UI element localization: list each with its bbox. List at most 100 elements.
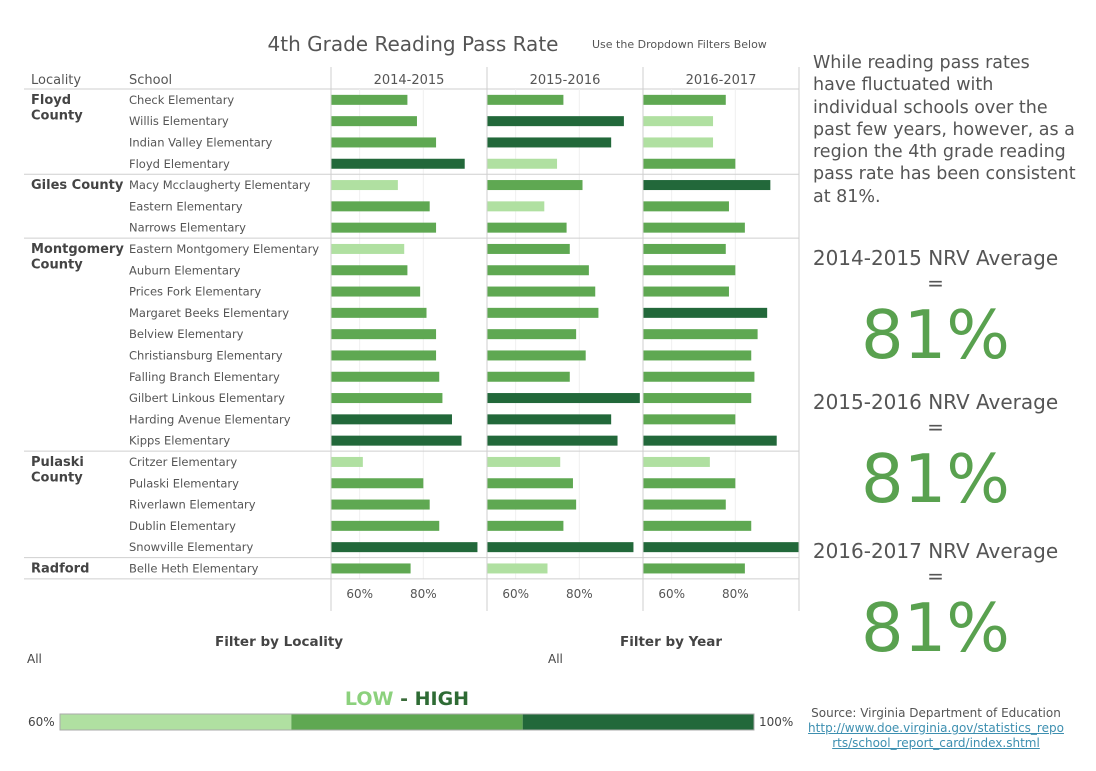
pass-rate-bar (331, 265, 408, 276)
pass-rate-bar (643, 286, 729, 297)
pass-rate-bar (487, 94, 564, 105)
column-header: 2015-2016 (530, 73, 601, 88)
pass-rate-bar (487, 542, 634, 553)
x-tick-label: 80% (410, 587, 437, 601)
pass-rate-bar (487, 201, 545, 212)
x-tick-label: 80% (722, 587, 749, 601)
school-label: Eastern Elementary (129, 199, 243, 213)
pass-rate-bar (331, 201, 430, 212)
school-label: Prices Fork Elementary (129, 285, 261, 299)
header-locality: Locality (31, 73, 81, 88)
school-label: Margaret Beeks Elementary (129, 306, 289, 320)
locality-label: Pulaski (31, 455, 84, 470)
pass-rate-bar (487, 137, 612, 148)
pass-rate-bar (331, 94, 408, 105)
pass-rate-bar (643, 563, 745, 574)
kpi-label-2015: 2015-2016 NRV Average = (812, 390, 1059, 439)
locality-label: County (31, 109, 83, 124)
pass-rate-bar (487, 563, 548, 574)
pass-rate-bar (487, 435, 618, 446)
pass-rate-bar (331, 137, 437, 148)
locality-label: Radford (31, 562, 89, 577)
pass-rate-bar (487, 307, 599, 318)
pass-rate-bar (487, 350, 586, 361)
locality-label: Montgomery (31, 242, 124, 257)
pass-rate-bar (643, 222, 745, 233)
kpi-label-2016: 2016-2017 NRV Average = (812, 539, 1059, 588)
pass-rate-bar (643, 435, 777, 446)
pass-rate-bar (643, 201, 729, 212)
pass-rate-bar (331, 350, 437, 361)
school-label: Macy Mcclaugherty Elementary (129, 178, 311, 192)
pass-rate-bar (643, 329, 758, 340)
pass-rate-bar (643, 180, 771, 191)
legend-title: LOW - HIGH (60, 688, 754, 710)
pass-rate-bar (643, 116, 714, 127)
pass-rate-bar (643, 542, 799, 553)
pass-rate-bar (331, 222, 437, 233)
column-header: 2016-2017 (686, 73, 757, 88)
kpi-value-2014: 81% (861, 296, 1010, 374)
pass-rate-bar (643, 307, 768, 318)
pass-rate-bar (643, 265, 736, 276)
pass-rate-bar (331, 435, 462, 446)
pass-rate-bar (643, 137, 714, 148)
legend-min-label: 60% (28, 715, 55, 729)
locality-label: Floyd (31, 93, 71, 108)
pass-rate-bar (331, 563, 411, 574)
pass-rate-bar (487, 478, 573, 489)
pass-rate-bar (487, 116, 624, 127)
locality-label: County (31, 471, 83, 486)
kpi-label-2014: 2014-2015 NRV Average = (812, 246, 1059, 295)
pass-rate-bar (331, 307, 427, 318)
school-label: Belview Elementary (129, 327, 244, 341)
pass-rate-bar (487, 180, 583, 191)
pass-rate-bar (331, 371, 440, 382)
school-label: Floyd Elementary (129, 157, 230, 171)
legend-max-label: 100% (759, 715, 794, 729)
locality-filter-title: Filter by Locality (215, 634, 344, 650)
legend-dash: - (393, 688, 415, 710)
pass-rate-bar (487, 286, 596, 297)
narrative-text: While reading pass rates have fluctuated… (813, 53, 1076, 207)
pass-rate-bar (643, 499, 726, 510)
pass-rate-bar (643, 414, 736, 425)
column-header: 2014-2015 (374, 73, 445, 88)
pass-rate-bar (331, 116, 417, 127)
school-label: Pulaski Elementary (129, 476, 239, 490)
pass-rate-bar (331, 243, 405, 254)
pass-rate-bar (643, 158, 736, 169)
page-title: 4th Grade Reading Pass Rate (0, 32, 826, 56)
pass-rate-bar (643, 371, 755, 382)
legend-frame (59, 713, 755, 731)
school-label: Auburn Elementary (129, 263, 241, 277)
pass-rate-bar (487, 414, 612, 425)
pass-rate-bar (487, 265, 589, 276)
pass-rate-bar (331, 393, 443, 404)
pass-rate-bar (331, 414, 452, 425)
pass-rate-bar (643, 456, 710, 467)
pass-rate-bar (331, 542, 478, 553)
legend-swatch (60, 714, 292, 730)
source-link[interactable]: http://www.doe.virginia.gov/statistics_r… (808, 721, 1064, 750)
pass-rate-bar (643, 243, 726, 254)
locality-label: County (31, 258, 83, 273)
year-filter-dropdown[interactable]: All (548, 652, 563, 666)
legend-swatch (522, 714, 754, 730)
school-label: Check Elementary (129, 93, 234, 107)
pass-rate-bar (331, 478, 424, 489)
pass-rate-bar (643, 393, 752, 404)
school-label: Narrows Elementary (129, 221, 246, 235)
pass-rate-bar (487, 499, 577, 510)
pass-rate-bar (643, 520, 752, 531)
pass-rate-bar (331, 499, 430, 510)
school-label: Critzer Elementary (129, 455, 237, 469)
legend-high-label: HIGH (414, 688, 470, 710)
pass-rate-bar (643, 350, 752, 361)
x-tick-label: 60% (346, 587, 373, 601)
locality-filter-dropdown[interactable]: All (27, 652, 42, 666)
school-label: Gilbert Linkous Elementary (129, 391, 285, 405)
pass-rate-bar (487, 243, 570, 254)
chart-title: 4th Grade Reading Pass Rate (267, 32, 559, 56)
